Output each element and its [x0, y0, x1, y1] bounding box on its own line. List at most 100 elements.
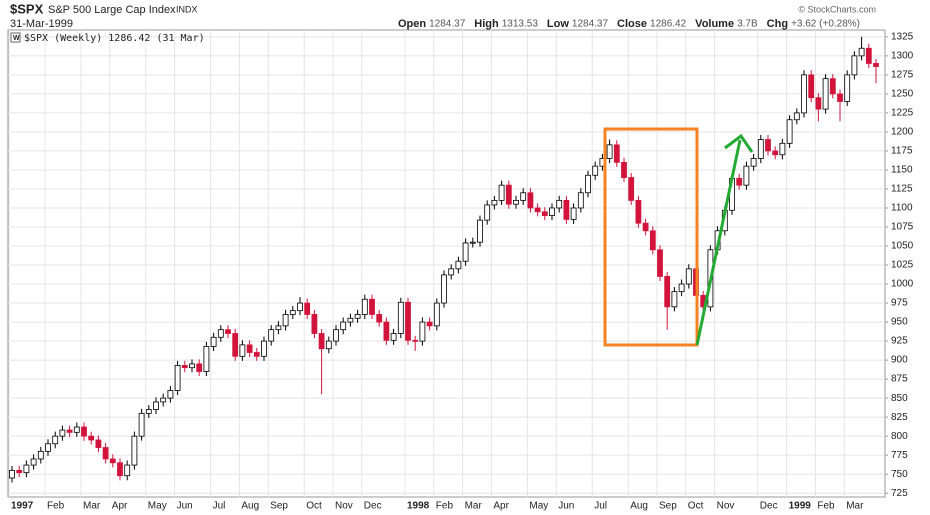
candle-body — [117, 462, 123, 477]
candle-body — [736, 177, 743, 186]
candle-body — [628, 177, 635, 201]
y-tick-label: 875 — [891, 374, 908, 385]
y-tick-label: 1050 — [891, 241, 914, 252]
quote-label: Open — [398, 18, 426, 30]
candle-body — [138, 412, 145, 437]
x-tick-label: Aug — [630, 501, 648, 512]
candle-body — [131, 435, 138, 466]
x-tick-label: Apr — [493, 501, 509, 512]
y-tick-label: 1100 — [891, 203, 913, 214]
x-tick-label: 1998 — [407, 501, 430, 512]
candle-body — [23, 464, 30, 474]
candle-body — [203, 346, 210, 372]
y-tick-label: 1275 — [891, 70, 914, 81]
candle-body — [318, 333, 325, 350]
candle-body — [16, 469, 23, 474]
y-tick-label: 1150 — [891, 165, 913, 176]
candle-body — [268, 329, 275, 342]
x-tick-label: Apr — [112, 501, 128, 512]
candle-body — [153, 401, 159, 410]
x-tick-label: Oct — [306, 501, 322, 512]
candle-body — [563, 199, 570, 220]
quote-value: 1284.37 — [572, 19, 609, 30]
candle-body — [822, 78, 829, 110]
candle-body — [196, 363, 203, 372]
candle-body — [217, 329, 224, 338]
candle-body — [45, 443, 51, 452]
candle-body — [390, 333, 397, 341]
candle-body — [671, 291, 678, 308]
x-tick-label: Sep — [659, 501, 677, 512]
candle-body — [858, 47, 865, 57]
candle-body — [808, 74, 815, 99]
arrow-shaft — [695, 139, 742, 346]
candle-body — [844, 74, 851, 102]
candle-body — [664, 276, 671, 308]
y-tick-label: 1200 — [891, 127, 914, 138]
y-tick-label: 750 — [891, 469, 908, 480]
legend-text: $SPX (Weekly) 1286.42 (31 Mar) — [24, 33, 205, 44]
candle-body — [347, 317, 354, 323]
y-tick-label: 950 — [891, 317, 908, 328]
candle-body — [261, 340, 267, 357]
candles — [9, 36, 879, 483]
quote-value: 3.7B — [737, 19, 758, 30]
candle-body — [505, 184, 512, 205]
candle-body — [311, 314, 318, 334]
candle-body — [829, 78, 836, 95]
candle-body — [145, 409, 152, 414]
quote-row: Open 1284.37 High 1313.53 Low 1284.37 Close 128… — [398, 18, 860, 30]
y-tick-label: 1125 — [891, 184, 913, 195]
candle-body — [635, 199, 642, 224]
candle-body — [491, 199, 498, 206]
candle-body — [801, 74, 807, 114]
legend-icon-letter: W — [13, 35, 20, 42]
candle-body — [9, 469, 15, 479]
x-tick-label: Mar — [465, 501, 483, 512]
y-tick-label: 775 — [891, 450, 908, 461]
candle-body — [232, 333, 239, 357]
x-tick-label: Jul — [213, 501, 226, 512]
candle-body — [613, 144, 620, 163]
x-tick-label: Dec — [760, 501, 778, 512]
candle-body — [815, 97, 822, 110]
candle-body — [750, 158, 757, 167]
candle-body — [376, 314, 383, 323]
candle-body — [585, 174, 591, 194]
plot-frame — [7, 29, 886, 498]
candle-body — [678, 283, 685, 293]
candle-body — [189, 363, 195, 369]
x-tick-label: Nov — [717, 501, 735, 512]
candle-body — [405, 301, 411, 341]
x-tick-label: Aug — [241, 501, 259, 512]
candle-body — [88, 435, 95, 441]
candle-body — [297, 302, 303, 312]
quote-label: Chg — [767, 18, 788, 30]
x-tick-label: Jun — [558, 501, 574, 512]
candle-body — [109, 458, 116, 464]
candle-body — [743, 165, 750, 186]
candle-body — [383, 321, 390, 341]
x-tick-label: May — [148, 501, 167, 512]
quote-value: 1284.37 — [429, 19, 466, 30]
candle-body — [52, 435, 59, 445]
x-tick-label: Sep — [270, 501, 288, 512]
candle-body — [210, 336, 217, 347]
candle-body — [37, 450, 44, 460]
x-tick-label: Mar — [846, 501, 864, 512]
candle-body — [649, 230, 656, 251]
candle-body — [448, 268, 455, 276]
candle-body — [30, 458, 37, 466]
x-tick-label: Dec — [364, 501, 382, 512]
candle-body — [577, 192, 584, 209]
candle-body — [484, 204, 491, 221]
candle-body — [333, 329, 339, 342]
y-tick-label: 825 — [891, 412, 908, 423]
candle-body — [225, 329, 231, 334]
x-tick-label: Jun — [177, 501, 193, 512]
candle-body — [412, 339, 419, 342]
arrow-head — [724, 133, 754, 153]
candle-body — [772, 150, 779, 156]
